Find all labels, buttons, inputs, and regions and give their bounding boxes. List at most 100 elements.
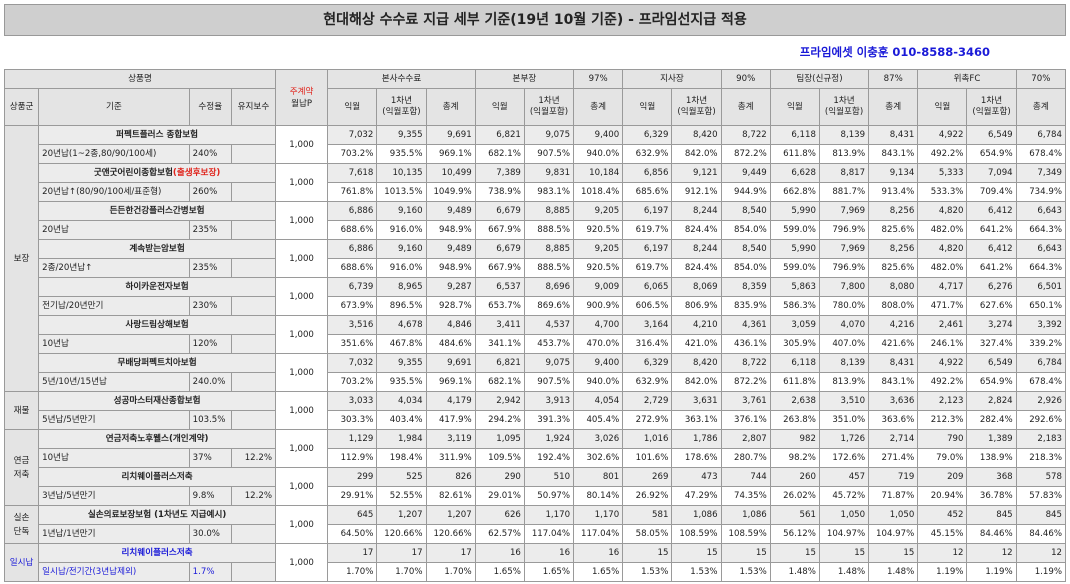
product-row-percentages: 10년납 37% 12.2% 112.9% 198.4% 311.9% 109.5% 192.… (5, 448, 1067, 468)
header-year1-line1: 1차년 (980, 96, 1003, 106)
percent-cell: 940.0% (573, 144, 624, 164)
rate-cell: 9.8% (188, 486, 232, 506)
percent-cell: 678.4% (1015, 372, 1067, 392)
percent-cell: 311.9% (425, 448, 476, 468)
header-year1-line2: (익월포함) (824, 107, 864, 117)
percent-cell: 824.4% (671, 220, 722, 240)
category-cell: 연금 저축 (3, 429, 40, 506)
header-group-director-pct: 97% (573, 69, 624, 89)
percent-cell: 842.0% (671, 372, 722, 392)
category-cell: 재물 (3, 391, 40, 430)
product-row-amounts: 하이카운전자보험 1,000 6,739 8,965 9,287 6,537 8,696 9,… (5, 277, 1067, 316)
amount-cell: 7,032 (327, 353, 378, 373)
amount-cell: 9,205 (573, 201, 624, 221)
percent-cell: 935.5% (376, 144, 427, 164)
header-total: 총계 (1015, 88, 1067, 126)
amount-cell: 8,139 (818, 125, 870, 145)
product-name: 든든한건강플러스간병보험 (38, 201, 277, 221)
amount-cell: 801 (573, 467, 624, 487)
percent-cell: 1.65% (474, 562, 525, 582)
amount-cell: 15 (622, 543, 673, 563)
percent-cell: 26.92% (622, 486, 673, 506)
percent-cell: 50.97% (523, 486, 575, 506)
amount-cell: 473 (671, 467, 722, 487)
amount-cell: 1,207 (425, 505, 476, 525)
amount-cell: 9,075 (523, 353, 575, 373)
header-year1-line2: (익월포함) (677, 107, 716, 117)
percent-cell: 842.0% (671, 144, 722, 164)
percent-cell: 363.6% (868, 410, 919, 430)
maintain-cell (230, 144, 277, 164)
product-row-percentages: 2종/20년납↑ 235% 688.6% 916.0% 948.9% 667.9% 888.… (5, 258, 1067, 278)
premium-cell: 1,000 (275, 163, 329, 202)
percent-cell: 138.9% (966, 448, 1017, 468)
percent-cell: 417.9% (425, 410, 476, 430)
percent-cell: 813.9% (818, 144, 870, 164)
amount-cell: 581 (622, 505, 673, 525)
amount-cell: 4,678 (376, 315, 427, 335)
amount-cell: 6,197 (622, 239, 673, 259)
premium-cell: 1,000 (275, 543, 329, 582)
header-premium-line1: 주계약 (289, 86, 314, 97)
percent-cell: 920.5% (573, 220, 624, 240)
header-group-director: 본부장 (474, 69, 575, 89)
amount-cell: 6,784 (1015, 125, 1067, 145)
amount-cell: 6,856 (622, 163, 673, 183)
percent-cell: 881.7% (818, 182, 870, 202)
percent-cell: 632.9% (622, 372, 673, 392)
percent-cell: 688.6% (327, 258, 378, 278)
percent-cell: 888.5% (523, 258, 575, 278)
amount-cell: 561 (769, 505, 820, 525)
percent-cell: 272.9% (622, 410, 673, 430)
header-year1: 1차년 (익월포함) (523, 88, 575, 126)
amount-cell: 6,118 (769, 353, 820, 373)
percent-cell: 703.2% (327, 144, 378, 164)
percent-cell: 82.61% (425, 486, 476, 506)
category-cell: 보장 (3, 125, 40, 392)
amount-cell: 9,400 (573, 353, 624, 373)
percent-cell: 641.2% (966, 220, 1017, 240)
amount-cell: 8,817 (818, 163, 870, 183)
amount-cell: 4,179 (425, 391, 476, 411)
product-name-text: 사랑드림상해보험 (125, 320, 189, 330)
product-name: 리치웨이플러스저축 (38, 543, 277, 563)
amount-cell: 9,449 (720, 163, 771, 183)
amount-cell: 1,086 (720, 505, 771, 525)
amount-cell: 5,990 (769, 239, 820, 259)
amount-cell: 1,984 (376, 429, 427, 449)
amount-cell: 6,821 (474, 353, 525, 373)
percent-cell: 944.9% (720, 182, 771, 202)
amount-cell: 982 (769, 429, 820, 449)
product-row-percentages: 1년납/1년만기 30.0% 64.50% 120.66% 120.66% 62.57% 1… (5, 524, 1067, 544)
amount-cell: 16 (523, 543, 575, 563)
maintain-cell (230, 562, 277, 582)
amount-cell: 8,431 (868, 353, 919, 373)
premium-cell: 1,000 (275, 467, 329, 506)
header-total: 총계 (573, 88, 624, 126)
amount-cell: 10,499 (425, 163, 476, 183)
percent-cell: 117.04% (573, 524, 624, 544)
header-year1-line2: (익월포함) (382, 107, 421, 117)
percent-cell: 854.0% (720, 258, 771, 278)
percent-cell: 948.9% (425, 258, 476, 278)
amount-cell: 16 (573, 543, 624, 563)
percent-cell: 667.9% (474, 220, 525, 240)
amount-cell: 2,123 (917, 391, 968, 411)
rate-cell: 120% (188, 334, 232, 354)
amount-cell: 12 (917, 543, 968, 563)
percent-cell: 1.48% (868, 562, 919, 582)
percent-cell: 71.87% (868, 486, 919, 506)
percent-cell: 1.19% (1015, 562, 1067, 582)
percent-cell: 104.97% (818, 524, 870, 544)
product-name: 굿앤굿어린이종합보험(출생후보장) (38, 163, 277, 183)
header-group-fc: 위촉FC (917, 69, 1017, 89)
percent-cell: 56.12% (769, 524, 820, 544)
amount-cell: 8,420 (671, 125, 722, 145)
amount-cell: 15 (868, 543, 919, 563)
amount-cell: 3,636 (868, 391, 919, 411)
rate-cell: 30.0% (188, 524, 232, 544)
product-row-amounts: 일시납 리치웨이플러스저축 1,000 17 17 17 16 16 16 15 15 15 15 15 1… (3, 543, 1067, 582)
percent-cell: 341.1% (474, 334, 525, 354)
product-name: 계속받는암보험 (38, 239, 277, 259)
rate-cell: 240.0% (188, 372, 232, 392)
